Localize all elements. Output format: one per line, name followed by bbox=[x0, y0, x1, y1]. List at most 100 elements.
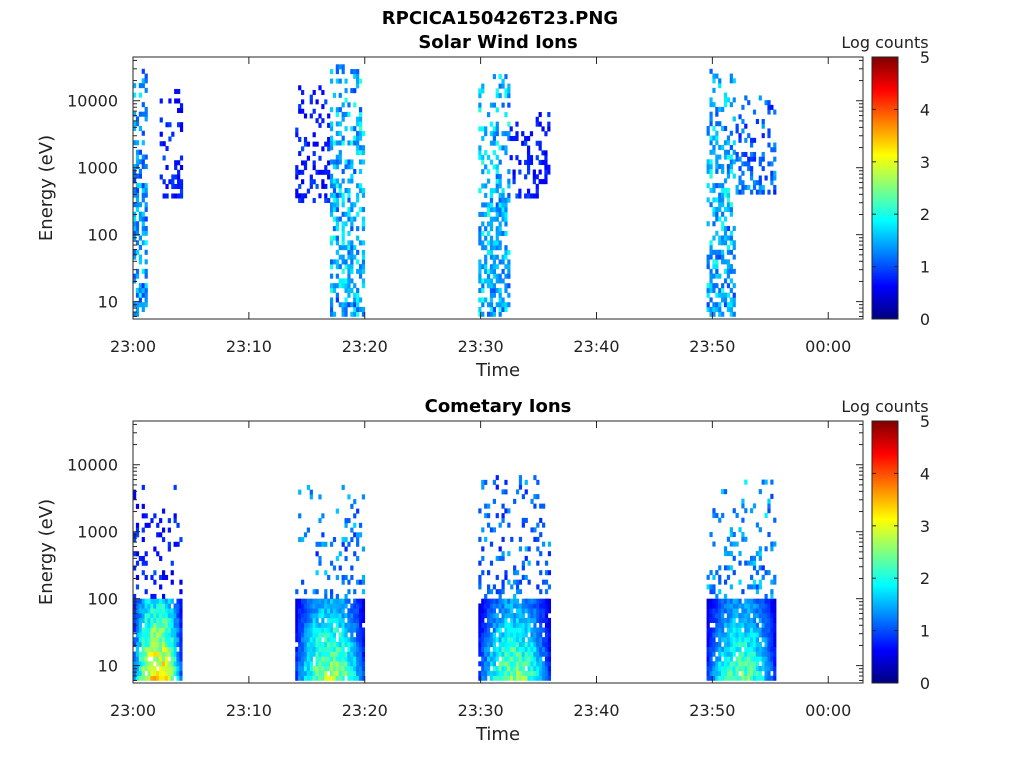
heatmap-cell bbox=[706, 617, 710, 624]
heatmap-cell bbox=[312, 108, 316, 114]
heatmap-cell bbox=[750, 555, 754, 561]
heatmap-cells bbox=[133, 475, 777, 681]
heatmap-cell bbox=[495, 235, 499, 241]
heatmap-cell bbox=[518, 613, 523, 619]
heatmap-cell bbox=[350, 574, 354, 580]
heatmap-cell bbox=[501, 675, 505, 681]
heatmap-cell bbox=[715, 254, 719, 260]
heatmap-cell bbox=[329, 207, 334, 213]
heatmap-cell bbox=[501, 656, 505, 662]
heatmap-cell bbox=[133, 656, 137, 662]
heatmap-cell bbox=[350, 656, 354, 662]
heatmap-cell bbox=[492, 670, 496, 676]
heatmap-cell bbox=[729, 264, 733, 270]
heatmap-cell bbox=[301, 661, 305, 667]
heatmap-cell bbox=[721, 168, 725, 174]
heatmap-cell bbox=[347, 188, 351, 194]
heatmap-cell bbox=[481, 484, 485, 490]
heatmap-cell bbox=[347, 579, 351, 585]
heatmap-cell bbox=[327, 113, 331, 119]
heatmap-cell bbox=[156, 622, 160, 628]
heatmap-cell bbox=[761, 632, 765, 638]
heatmap-cell bbox=[547, 584, 552, 590]
heatmap-cell bbox=[498, 546, 502, 552]
heatmap-cell bbox=[347, 102, 351, 108]
heatmap-cell bbox=[721, 183, 725, 189]
heatmap-cell bbox=[335, 617, 339, 624]
heatmap-cell bbox=[133, 311, 137, 317]
heatmap-cell bbox=[729, 240, 733, 246]
heatmap-cell bbox=[350, 207, 354, 213]
heatmap-cell bbox=[329, 69, 334, 75]
heatmap-cell bbox=[712, 675, 716, 681]
heatmap-cell bbox=[767, 104, 771, 110]
heatmap-cell bbox=[501, 589, 505, 595]
heatmap-cell bbox=[298, 675, 302, 681]
heatmap-cell bbox=[721, 287, 725, 293]
heatmap-cell bbox=[492, 264, 496, 270]
heatmap-cell bbox=[521, 661, 525, 667]
heatmap-cell bbox=[135, 641, 140, 648]
heatmap-cell bbox=[358, 149, 363, 156]
heatmap-cell bbox=[729, 617, 733, 624]
heatmap-cell bbox=[755, 613, 760, 619]
heatmap-cell bbox=[347, 230, 351, 236]
heatmap-cell bbox=[761, 133, 765, 139]
heatmap-cell bbox=[513, 637, 517, 643]
heatmap-cell bbox=[144, 522, 148, 528]
heatmap-cell bbox=[332, 632, 337, 638]
heatmap-cell bbox=[741, 637, 745, 643]
heatmap-cell bbox=[750, 622, 754, 628]
heatmap-cell bbox=[712, 283, 716, 289]
heatmap-cell bbox=[318, 193, 322, 199]
heatmap-cell bbox=[495, 617, 499, 624]
heatmap-cell bbox=[347, 661, 351, 667]
heatmap-cell bbox=[341, 283, 345, 289]
heatmap-cell bbox=[177, 122, 181, 128]
heatmap-cell bbox=[177, 107, 181, 113]
heatmap-cell bbox=[544, 150, 548, 156]
heatmap-cell bbox=[735, 641, 739, 648]
heatmap-cell bbox=[298, 598, 302, 604]
heatmap-cell bbox=[498, 603, 502, 609]
heatmap-cell bbox=[712, 235, 716, 241]
heatmap-cell bbox=[744, 508, 748, 514]
heatmap-cell bbox=[767, 503, 771, 509]
heatmap-cell bbox=[547, 637, 552, 643]
heatmap-cell bbox=[306, 651, 311, 657]
heatmap-cell bbox=[156, 641, 160, 648]
heatmap-cell bbox=[721, 259, 725, 265]
heatmap-cell bbox=[347, 211, 351, 217]
heatmap-cell bbox=[495, 226, 499, 232]
heatmap-cell bbox=[327, 136, 331, 142]
heatmap-cell bbox=[150, 632, 154, 638]
heatmap-cell bbox=[164, 632, 169, 638]
heatmap-cell bbox=[138, 149, 142, 155]
heatmap-cell bbox=[732, 598, 736, 604]
heatmap-cell bbox=[489, 240, 494, 246]
heatmap-cell bbox=[306, 675, 311, 681]
heatmap-cell bbox=[513, 570, 517, 576]
heatmap-cell bbox=[338, 78, 342, 84]
heatmap-cell bbox=[726, 551, 731, 557]
heatmap-cell bbox=[539, 637, 543, 643]
heatmap-cell bbox=[527, 666, 531, 672]
heatmap-cell bbox=[144, 589, 148, 595]
heatmap-cell bbox=[150, 622, 154, 628]
heatmap-cell bbox=[547, 169, 551, 175]
heatmap-cell bbox=[303, 646, 308, 652]
heatmap-cell bbox=[335, 666, 339, 672]
heatmap-cell bbox=[153, 546, 157, 552]
heatmap-cell bbox=[544, 174, 548, 180]
heatmap-cell bbox=[721, 221, 725, 227]
heatmap-cell bbox=[741, 675, 745, 681]
heatmap-cell bbox=[138, 302, 142, 308]
heatmap-cell bbox=[344, 302, 348, 308]
heatmap-cell bbox=[141, 302, 145, 308]
heatmap-cell bbox=[138, 632, 142, 638]
heatmap-cell bbox=[321, 666, 325, 672]
heatmap-cell bbox=[706, 197, 710, 203]
heatmap-cell bbox=[507, 178, 511, 184]
heatmap-cell bbox=[718, 306, 722, 312]
heatmap-cell bbox=[141, 216, 145, 222]
